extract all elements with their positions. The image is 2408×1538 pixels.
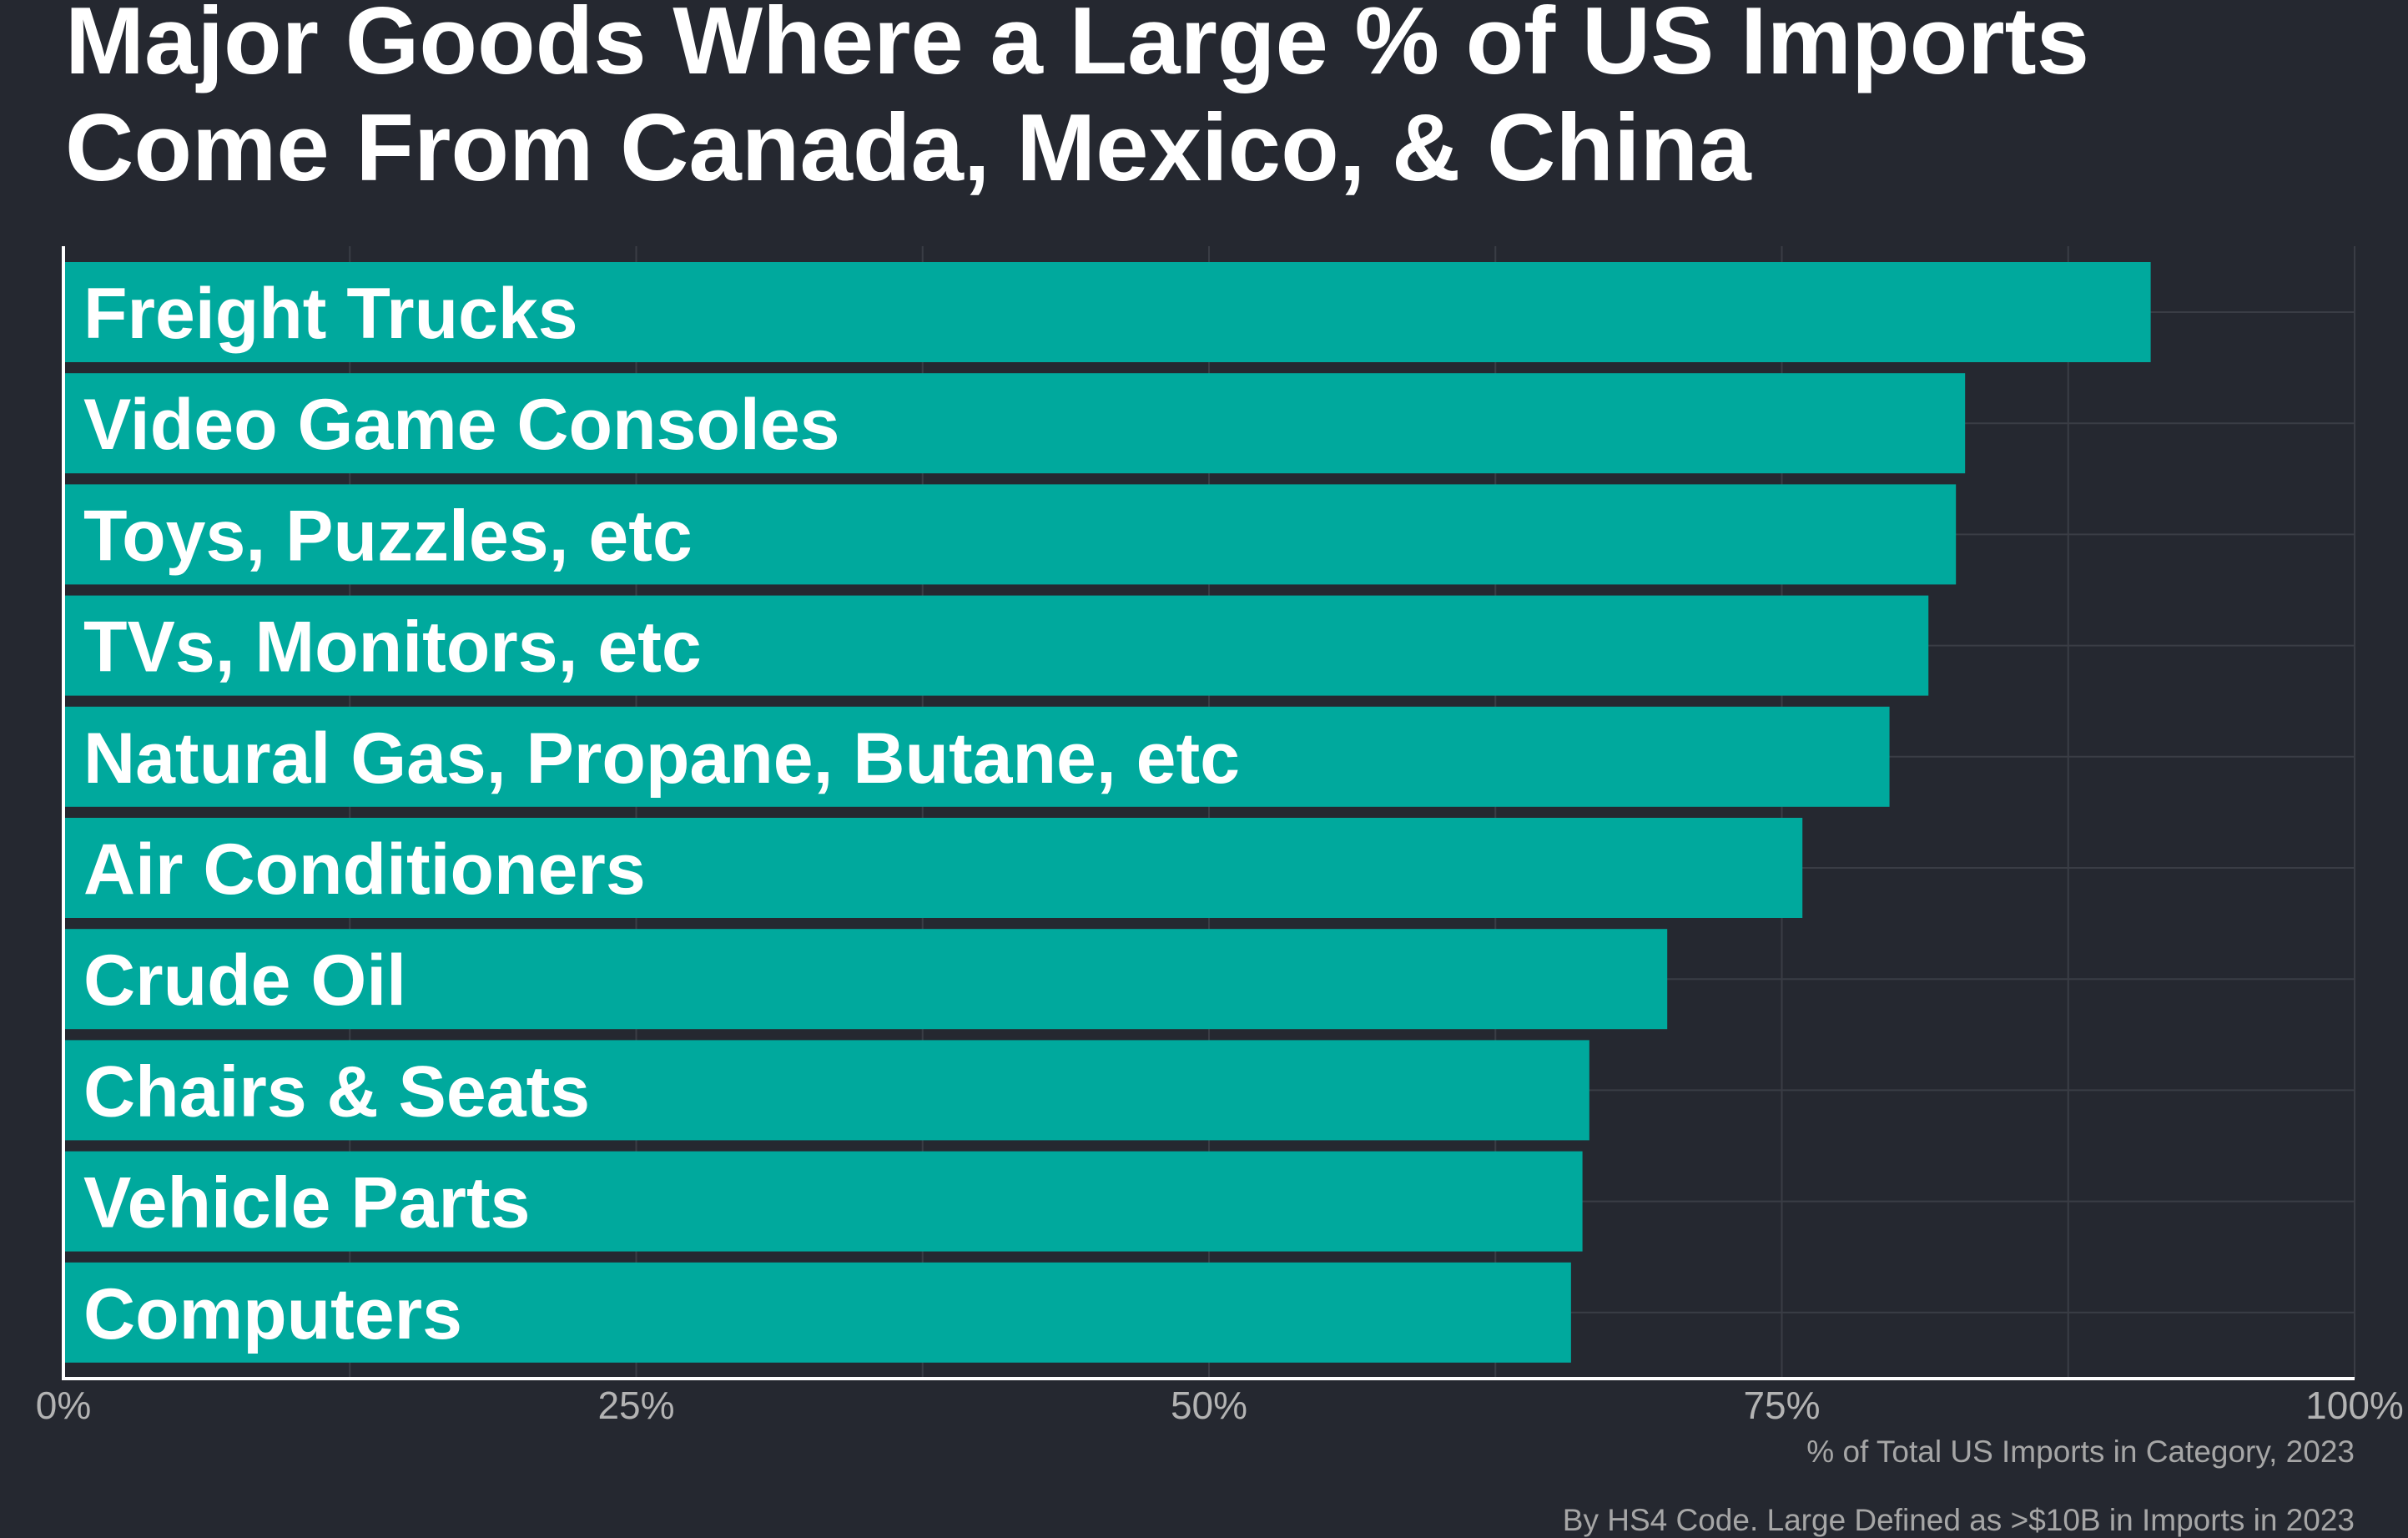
bar-label: Chairs & Seats	[83, 1051, 590, 1132]
bar	[63, 484, 1957, 585]
bar-label: Air Conditioners	[83, 830, 646, 910]
x-tick-label: 50%	[1171, 1384, 1247, 1427]
x-tick-label: 25%	[597, 1384, 674, 1427]
bar	[63, 262, 2151, 362]
axes	[62, 246, 2355, 1380]
bars: Freight Trucks Video Game Consoles Toys, P…	[63, 262, 2151, 1363]
bar-label: Computers	[83, 1274, 462, 1354]
chart-caption: By HS4 Code. Large Defined as >$10B in I…	[1563, 1503, 2355, 1537]
bar-label: Crude Oil	[83, 940, 406, 1021]
bar-label: Video Game Consoles	[83, 385, 840, 465]
bar	[63, 1262, 1571, 1363]
bar	[63, 373, 1966, 474]
x-axis-label: % of Total US Imports in Category, 2023	[1806, 1435, 2355, 1469]
chart-title-line-2: Come From Canada, Mexico, & China	[65, 95, 1751, 201]
bar	[63, 706, 1890, 807]
bar-label: TVs, Monitors, etc	[83, 608, 702, 688]
chart-title: Major Goods Where a Large % of US Import…	[65, 0, 2368, 202]
bar-label: Toys, Puzzles, etc	[83, 496, 693, 576]
chart-title-line-1: Major Goods Where a Large % of US Import…	[65, 0, 2090, 94]
bar-label: Natural Gas, Propane, Butane, etc	[83, 719, 1240, 799]
bar-label: Vehicle Parts	[83, 1163, 530, 1243]
bar	[63, 595, 1929, 696]
bar-label: Freight Trucks	[83, 274, 578, 354]
bar	[63, 1040, 1589, 1141]
bar	[63, 818, 1803, 918]
x-tick-label: 100%	[2305, 1384, 2404, 1427]
x-tick-labels: 0% 25% 50% 75% 100%	[36, 1384, 2404, 1427]
x-tick-label: 0%	[36, 1384, 91, 1427]
bar	[63, 929, 1668, 1030]
bar	[63, 1151, 1583, 1252]
x-tick-label: 75%	[1743, 1384, 1820, 1427]
